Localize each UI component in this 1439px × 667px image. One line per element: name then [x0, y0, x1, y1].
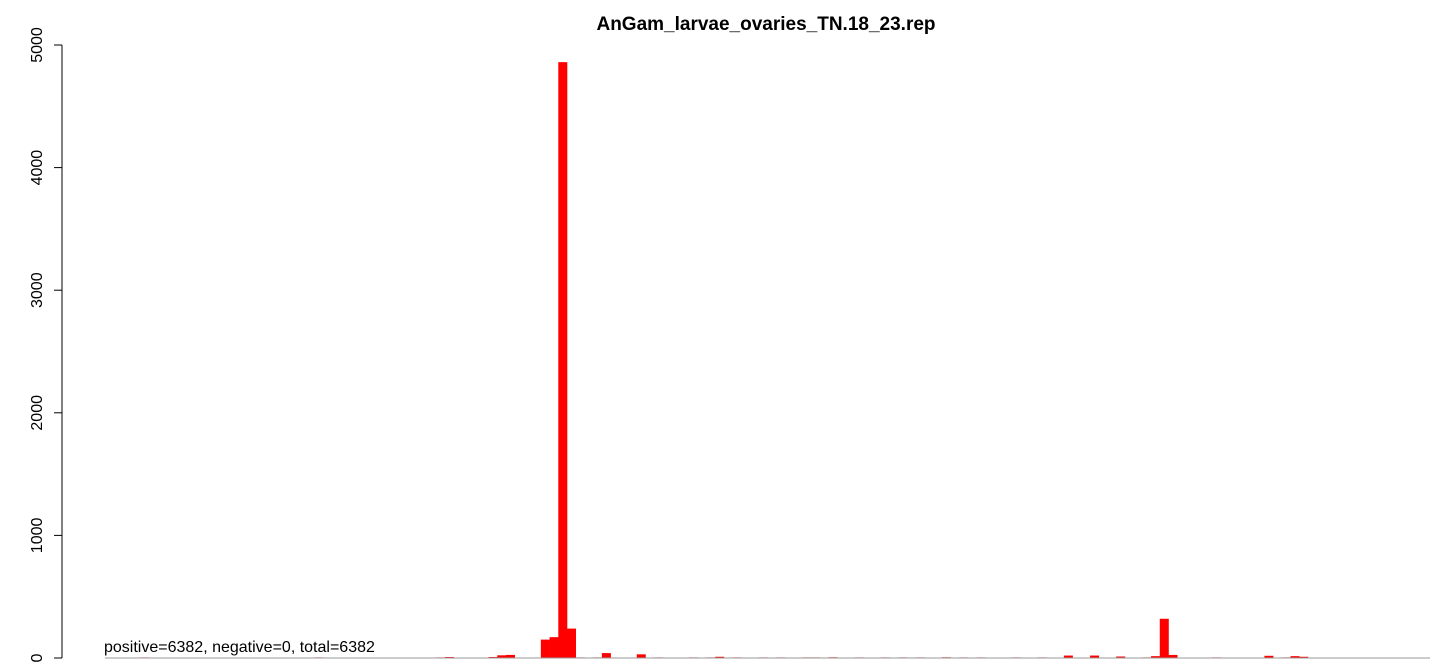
bar [601, 653, 611, 658]
bar [1090, 655, 1100, 658]
bar [1299, 656, 1309, 658]
bar [1290, 656, 1300, 658]
y-tick-label: 4000 [29, 150, 46, 186]
y-tick-label: 2000 [29, 395, 46, 431]
bar [558, 62, 568, 658]
y-tick-label: 0 [29, 653, 46, 662]
chart-title: AnGam_larvae_ovaries_TN.18_23.rep [596, 14, 935, 35]
bar [505, 654, 516, 658]
y-tick-label: 1000 [29, 518, 46, 554]
bar [1151, 656, 1161, 658]
bar [549, 637, 559, 658]
y-tick-label: 3000 [29, 272, 46, 308]
bar [497, 655, 507, 658]
bar [1264, 655, 1274, 658]
bar [1063, 655, 1073, 658]
bar [1159, 618, 1169, 658]
bar [540, 639, 550, 658]
annotation: positive=6382, negative=0, total=6382 [104, 639, 375, 656]
y-tick-label: 5000 [29, 27, 46, 63]
bar [567, 628, 577, 658]
bar [715, 656, 725, 658]
bar [1168, 654, 1178, 658]
bar [636, 654, 646, 658]
bar [1116, 656, 1126, 658]
